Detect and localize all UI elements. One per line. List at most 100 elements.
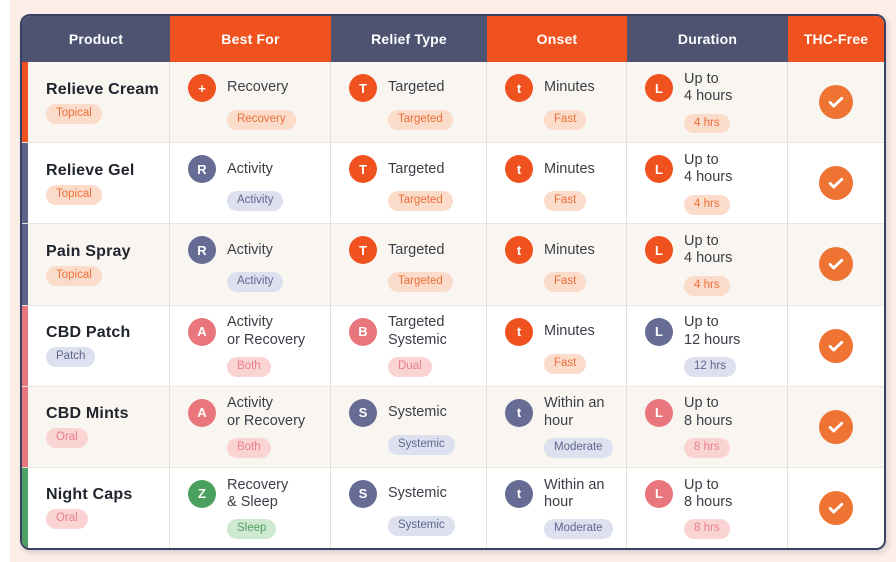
table-row-relieve-gel: Relieve Gel Topical R Activity Activity … (22, 142, 884, 224)
duration-value: Up to 4 hours (684, 70, 733, 105)
onset-value: Minutes (544, 322, 595, 339)
onset-pill: Moderate (544, 438, 613, 459)
product-name: Relieve Cream (46, 80, 159, 98)
duration-cell: L Up to 12 hours 12 hrs (627, 305, 788, 386)
product-cell: Relieve Gel Topical (22, 143, 170, 224)
duration-icon: L (645, 74, 673, 103)
relief-type-value: Targeted (388, 241, 445, 258)
product-name: Pain Spray (46, 242, 131, 260)
best-for-pill: Activity (227, 272, 284, 293)
best-for-pill: Both (227, 357, 271, 377)
relief-type-pill: Systemic (388, 434, 455, 455)
letter-z-icon: Z (188, 479, 216, 508)
onset-value: Within an hour (544, 395, 605, 429)
relief-type-value: Targeted (388, 79, 445, 96)
time-icon: t (505, 317, 533, 346)
letter-b-icon: B (349, 317, 377, 346)
onset-value: Minutes (544, 241, 595, 258)
duration-cell: L Up to 4 hours 4 hrs (627, 62, 788, 143)
letter-t-icon: T (349, 74, 377, 103)
onset-cell: t Within an hour Moderate (487, 467, 627, 548)
product-name: Relieve Gel (46, 161, 135, 179)
relief-type-pill: Targeted (388, 110, 453, 131)
time-icon: t (505, 398, 533, 427)
product-badge: Topical (46, 184, 102, 205)
check-icon (819, 85, 853, 120)
thc-free-cell (788, 62, 884, 142)
thc-free-cell (788, 224, 884, 304)
thc-free-cell (788, 306, 884, 386)
product-name: CBD Patch (46, 324, 131, 342)
duration-icon: L (645, 479, 673, 508)
letter-r-icon: R (188, 155, 216, 184)
letter-s-icon: S (349, 479, 377, 508)
best-for-pill: Activity (227, 191, 284, 212)
product-cell: CBD Mints Oral (22, 386, 170, 467)
product-badge: Oral (46, 509, 88, 530)
table-row-relieve-cream: Relieve Cream Topical + Recovery Recover… (22, 62, 884, 143)
check-icon (819, 490, 853, 525)
product-badge: Oral (46, 428, 88, 449)
duration-icon: L (645, 317, 673, 346)
best-for-pill: Recovery (227, 110, 296, 131)
product-cell: Night Caps Oral (22, 467, 170, 548)
product-badge: Topical (46, 103, 102, 124)
letter-a-icon: A (188, 317, 216, 346)
onset-pill: Fast (544, 353, 587, 374)
duration-pill: 4 hrs (684, 194, 730, 215)
duration-pill: 12 hrs (684, 357, 736, 377)
best-for-value: Activity or Recovery (227, 314, 306, 348)
duration-icon: L (645, 236, 673, 265)
thc-free-cell (788, 387, 884, 467)
check-icon (819, 166, 853, 201)
thc-free-cell (788, 143, 884, 223)
column-header-onset: Onset (487, 16, 627, 62)
thc-free-cell (788, 468, 884, 548)
check-icon (819, 247, 853, 282)
relief-type-pill: Systemic (388, 515, 455, 536)
letter-a-icon: A (188, 398, 216, 427)
time-icon: t (505, 479, 533, 508)
best-for-pill: Sleep (227, 519, 277, 540)
onset-cell: t Minutes Fast (487, 305, 627, 386)
best-for-value: Recovery & Sleep (227, 476, 289, 510)
table-row-cbd-patch: CBD Patch Patch A Activity or Recovery B… (22, 304, 884, 386)
table-header-row: Product Best For Relief Type Onset Durat… (22, 16, 884, 62)
onset-cell: t Minutes Fast (487, 62, 627, 143)
table-row-cbd-mints: CBD Mints Oral A Activity or Recovery Bo… (22, 385, 884, 468)
relief-type-pill: Dual (388, 357, 432, 377)
column-header-best-for: Best For (170, 16, 331, 62)
relief-type-cell: S Systemic Systemic (331, 467, 487, 548)
product-comparison-table: Product Best For Relief Type Onset Durat… (20, 14, 886, 550)
product-name: Night Caps (46, 486, 133, 504)
product-badge: Patch (46, 347, 96, 368)
relief-type-pill: Targeted (388, 272, 453, 293)
best-for-value: Activity (227, 160, 273, 177)
relief-type-value: Targeted (388, 160, 445, 177)
time-icon: t (505, 236, 533, 265)
letter-t-icon: T (349, 155, 377, 184)
onset-pill: Fast (544, 110, 587, 131)
product-cell: Relieve Cream Topical (22, 62, 170, 143)
product-cell: Pain Spray Topical (22, 224, 170, 305)
relief-type-cell: T Targeted Targeted (331, 224, 487, 305)
onset-value: Within an hour (544, 476, 605, 510)
table-row-night-caps: Night Caps Oral Z Recovery & Sleep Sleep… (22, 466, 884, 548)
best-for-value: Activity (227, 241, 273, 258)
duration-value: Up to 4 hours (684, 151, 733, 186)
duration-pill: 8 hrs (684, 438, 730, 459)
onset-pill: Moderate (544, 519, 613, 540)
best-for-cell: + Recovery Recovery (170, 62, 331, 143)
onset-cell: t Minutes Fast (487, 224, 627, 305)
column-header-duration: Duration (627, 16, 788, 62)
duration-value: Up to 4 hours (684, 233, 733, 267)
column-header-relief-type: Relief Type (331, 16, 487, 62)
letter-s-icon: S (349, 398, 377, 427)
check-icon (819, 328, 853, 363)
plus-icon: + (188, 74, 216, 103)
duration-pill: 8 hrs (684, 519, 730, 540)
onset-value: Minutes (544, 160, 595, 177)
check-icon (819, 409, 853, 444)
best-for-cell: R Activity Activity (170, 143, 331, 224)
relief-type-value: Systemic (388, 404, 447, 421)
